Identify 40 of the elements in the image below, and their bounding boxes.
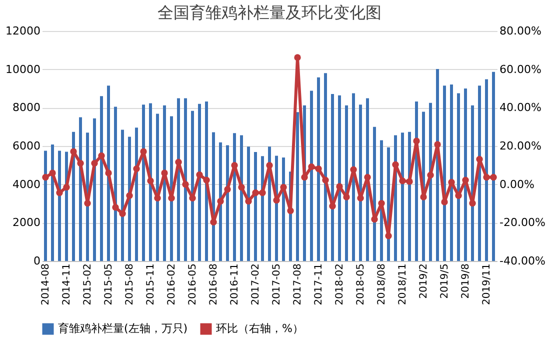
y-tick-label: 8000 [12, 101, 40, 114]
chart-title: 全国育雏鸡补栏量及环比变化图 [158, 3, 382, 22]
x-tick-label: 2019/5 [440, 264, 450, 299]
x-tick-label: 2018-05 [356, 264, 366, 306]
x-tick-label: 2016-11 [230, 264, 240, 306]
x-tick-label: 2014-11 [62, 264, 72, 306]
y-tick-label: 6000 [12, 140, 40, 152]
x-tick-label: 2018/08 [376, 264, 388, 306]
x-tick-label: 2017-05 [272, 264, 282, 306]
x-tick-label: 2014-08 [40, 264, 52, 306]
y2-tick-label: 0.00% [500, 178, 534, 191]
x-tick-label: 2018/11 [398, 264, 408, 306]
x-tick-label: 2017-08 [292, 264, 304, 306]
x-tick-label: 2019/2 [418, 264, 430, 299]
x-tick-label: 2016-02 [166, 264, 178, 306]
x-tick-label: 2017-02 [250, 264, 262, 306]
x-tick-label: 2015-08 [124, 264, 136, 306]
x-tick-label: 2019/8 [460, 264, 472, 299]
x-tick-label: 2015-02 [82, 264, 94, 306]
x-tick-label: 2017-11 [314, 264, 324, 306]
x-tick-label: 2015-11 [146, 264, 156, 306]
y2-tick-label: 20.00% [500, 140, 542, 152]
y-tick-label: 0 [34, 254, 40, 268]
y2-tick-label: -20.00% [500, 216, 546, 230]
legend-label: 育雏鸡补栏量(左轴，万只) [58, 322, 188, 335]
y2-tick-label: 80.00% [500, 24, 542, 38]
y-tick-label: 10000 [6, 62, 40, 76]
x-tick-label: 2018-02 [334, 264, 346, 306]
x-tick-label: 2019/11 [482, 264, 492, 306]
y2-tick-label: 60.00% [500, 62, 542, 76]
y2-tick-label: 40.00% [500, 101, 542, 114]
y-tick-label: 12000 [6, 24, 40, 38]
bar [296, 112, 299, 261]
y-tick-label: 2000 [12, 216, 40, 230]
y-tick-label: 4000 [12, 178, 40, 191]
x-tick-label: 2015-05 [104, 264, 114, 306]
x-tick-label: 2016-08 [208, 264, 220, 306]
y2-tick-label: -40.00% [500, 254, 546, 268]
legend-label: 环比（右轴，%） [216, 322, 304, 335]
x-tick-label: 2016-05 [188, 264, 198, 306]
